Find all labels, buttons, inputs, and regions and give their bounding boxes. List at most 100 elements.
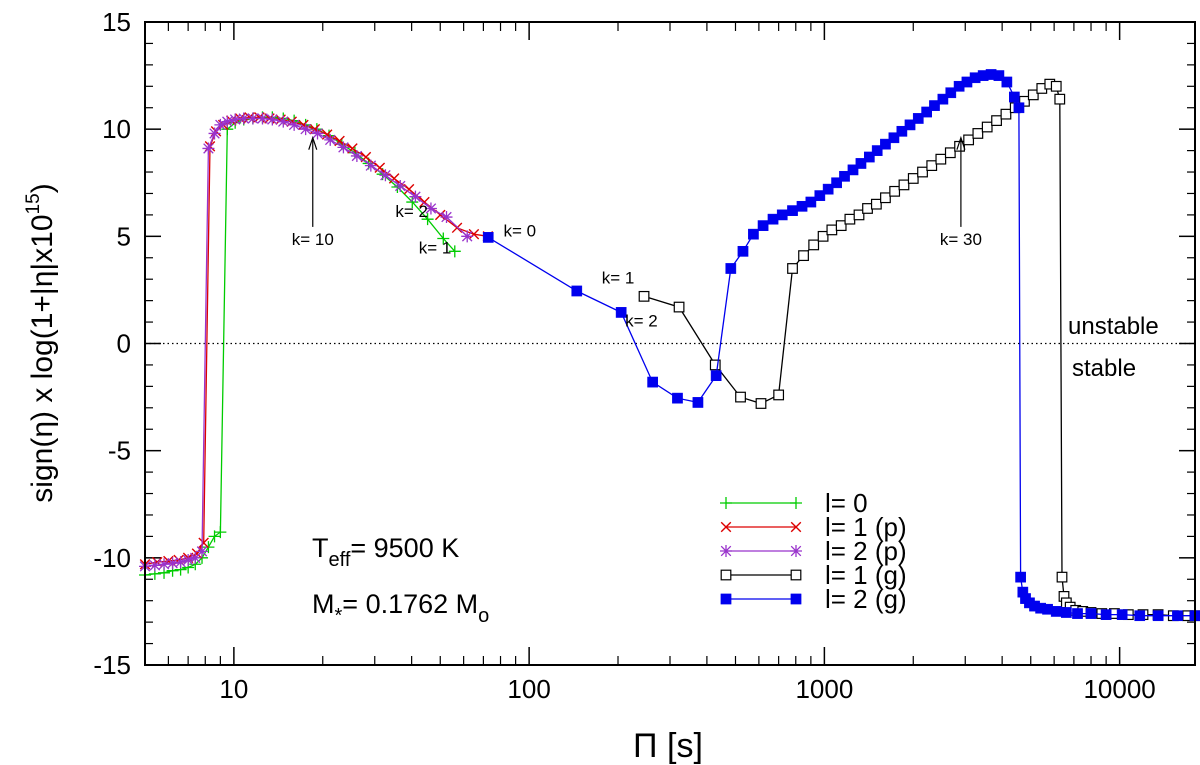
x-tick-label: 1000 xyxy=(795,674,853,704)
asterisk-marker xyxy=(424,202,437,215)
filled-square-marker xyxy=(888,132,900,144)
series-layer xyxy=(139,69,1200,622)
legend-label: l= 2 (g) xyxy=(825,584,907,614)
asterisk-marker xyxy=(720,545,732,557)
asterisk-marker xyxy=(229,113,242,126)
filled-square-marker xyxy=(787,205,798,216)
plus-marker xyxy=(790,497,802,509)
asterisk-marker xyxy=(299,123,312,136)
filled-square-marker xyxy=(571,285,583,297)
asterisk-marker xyxy=(461,230,474,243)
plus-marker xyxy=(437,232,450,245)
open-square-marker xyxy=(817,230,829,242)
open-square-marker xyxy=(944,147,956,159)
filled-square-marker xyxy=(814,190,826,201)
plus-marker xyxy=(421,213,434,226)
asterisk-marker xyxy=(246,112,259,125)
annotation-label: k= 10 xyxy=(292,230,334,249)
filled-square-marker xyxy=(1116,609,1128,620)
open-square-marker xyxy=(898,179,910,191)
filled-square-marker xyxy=(1085,608,1097,619)
open-square-marker xyxy=(1056,571,1068,583)
open-square-marker xyxy=(870,198,882,210)
filled-square-marker xyxy=(839,170,850,182)
open-square-marker xyxy=(826,224,838,236)
plot-frame xyxy=(144,21,1196,666)
filled-square-marker xyxy=(855,158,867,169)
open-square-marker xyxy=(835,220,847,232)
annotation-label: k= 30 xyxy=(940,230,982,249)
y-tick-label: -15 xyxy=(93,650,131,680)
x-axis-label: Π [s] xyxy=(633,727,703,765)
axes-layer: -15 -10 -5 0 5 10 15 10 100 1000 10000 xyxy=(93,7,1195,704)
filled-square-marker xyxy=(1134,610,1146,622)
filled-square-marker xyxy=(720,593,732,605)
filled-square-marker xyxy=(880,138,891,150)
open-square-marker xyxy=(638,290,650,302)
asterisk-marker xyxy=(214,118,227,131)
annotation-arrow-head xyxy=(308,135,318,150)
y-tick-label: 0 xyxy=(117,329,131,359)
x-tick-label: 10000 xyxy=(1083,674,1155,704)
open-square-marker xyxy=(755,398,767,409)
asterisk-marker xyxy=(350,149,363,162)
open-square-marker xyxy=(673,301,685,313)
open-square-marker xyxy=(790,569,802,581)
filled-square-marker xyxy=(1015,571,1026,583)
plus-marker xyxy=(406,196,419,209)
annotation-label: k= 1 xyxy=(602,268,635,287)
filled-square-marker xyxy=(737,245,749,257)
series-4 xyxy=(482,69,1200,622)
asterisk-marker xyxy=(202,142,215,155)
open-square-marker xyxy=(917,166,928,178)
legend: l= 0l= 1 (p)l= 2 (p)l= 1 (g)l= 2 (g) xyxy=(720,488,907,614)
plus-marker xyxy=(214,526,227,539)
open-square-marker xyxy=(853,209,865,221)
mass-text: M*= 0.1762 Mo xyxy=(312,589,489,627)
asterisk-marker xyxy=(174,556,187,569)
asterisk-marker xyxy=(409,190,422,203)
open-square-marker xyxy=(808,239,820,251)
filled-square-marker xyxy=(937,93,949,105)
filled-square-marker xyxy=(482,232,494,243)
filled-square-marker xyxy=(692,397,704,408)
open-square-marker xyxy=(963,134,975,146)
filled-square-marker xyxy=(725,263,737,274)
filled-square-marker xyxy=(1072,608,1083,619)
open-square-marker xyxy=(862,203,873,214)
asterisk-marker xyxy=(277,115,290,128)
open-square-marker xyxy=(735,391,746,403)
asterisk-marker xyxy=(364,159,377,172)
filled-square-marker xyxy=(805,196,817,208)
teff-text: Teff= 9500 K xyxy=(312,533,459,571)
open-square-marker xyxy=(1050,80,1062,92)
open-square-marker xyxy=(972,128,984,139)
filled-square-marker xyxy=(1100,609,1112,620)
y-tick-label: -10 xyxy=(93,543,131,573)
asterisk-marker xyxy=(189,551,202,564)
plus-marker xyxy=(448,245,461,258)
y-tick-label: 15 xyxy=(102,7,131,37)
asterisk-marker xyxy=(182,553,195,566)
filled-square-marker xyxy=(1152,610,1164,622)
open-square-marker xyxy=(844,213,856,225)
filled-square-marker xyxy=(1009,91,1020,103)
filled-square-marker xyxy=(757,220,769,231)
open-square-marker xyxy=(709,359,721,371)
open-square-marker xyxy=(798,250,809,262)
filled-square-marker xyxy=(710,370,722,381)
asterisk-marker xyxy=(221,115,234,128)
filled-square-marker xyxy=(871,145,883,156)
asterisk-marker xyxy=(337,141,350,154)
open-square-marker xyxy=(1054,93,1066,105)
open-square-marker xyxy=(889,185,901,197)
x-marker xyxy=(334,135,345,147)
filled-square-marker xyxy=(904,119,916,131)
asterisk-marker xyxy=(266,113,279,126)
open-square-marker xyxy=(880,192,891,204)
asterisk-marker xyxy=(166,557,179,570)
y-tick-label: -5 xyxy=(108,436,131,466)
filled-square-marker xyxy=(647,376,658,388)
legend-label: l= 0 xyxy=(825,488,868,518)
